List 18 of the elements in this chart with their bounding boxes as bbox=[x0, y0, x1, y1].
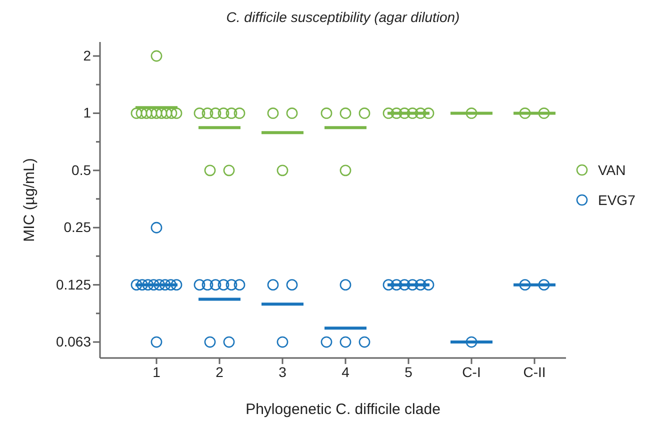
x-axis-title: Phylogenetic C. difficile clade bbox=[246, 401, 440, 418]
x-tick-label: 3 bbox=[278, 364, 287, 380]
y-tick-label: 0.063 bbox=[56, 334, 92, 350]
x-tick-label: 1 bbox=[152, 364, 161, 380]
y-axis-title: MIC (µg/mL) bbox=[21, 158, 38, 242]
y-tick-label: 0.125 bbox=[56, 276, 92, 292]
y-tick-label: 1 bbox=[83, 104, 92, 121]
legend-label: EVG7 bbox=[598, 192, 636, 208]
x-tick-label: 2 bbox=[216, 364, 224, 380]
legend-label: VAN bbox=[598, 162, 626, 178]
y-tick-label: 2 bbox=[83, 47, 92, 64]
x-tick-label: 5 bbox=[404, 364, 413, 380]
y-tick-label: 0.25 bbox=[64, 219, 92, 236]
x-tick-label: 4 bbox=[342, 364, 350, 380]
x-tick-label: C-I bbox=[462, 364, 481, 380]
chart-title: C. difficile susceptibility (agar dilution) bbox=[226, 9, 460, 25]
y-tick-label: 0.5 bbox=[72, 162, 92, 178]
x-tick-label: C-II bbox=[523, 364, 546, 380]
